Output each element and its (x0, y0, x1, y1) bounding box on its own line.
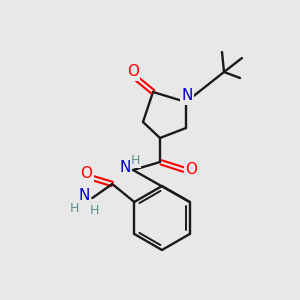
Text: N: N (181, 88, 193, 104)
Text: N: N (119, 160, 131, 175)
Text: O: O (127, 64, 139, 80)
Text: O: O (185, 163, 197, 178)
Text: H: H (130, 154, 140, 166)
Text: H: H (90, 203, 99, 217)
Text: H: H (70, 202, 79, 214)
Text: O: O (80, 166, 92, 181)
Text: N: N (79, 188, 90, 202)
